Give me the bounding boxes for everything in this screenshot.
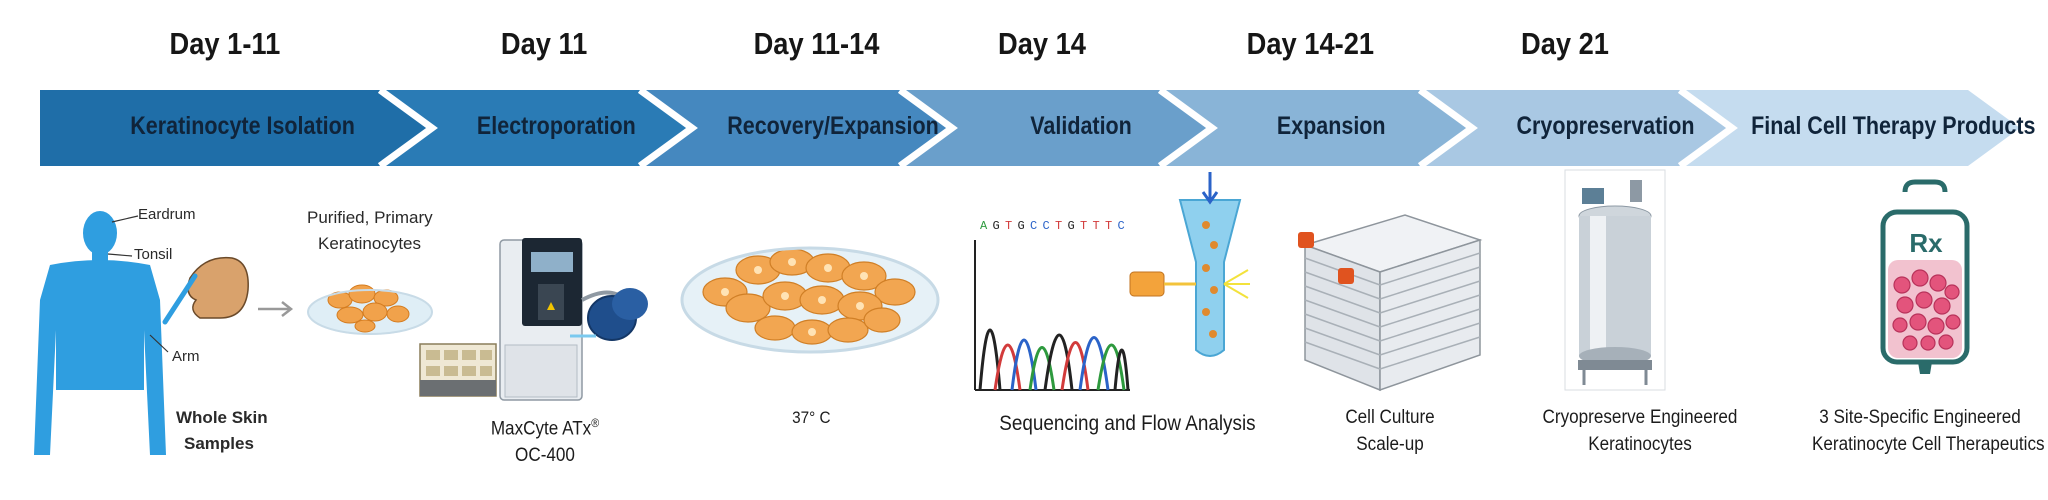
label-keratinocytes: Keratinocytes bbox=[318, 234, 421, 253]
stage-label-electroporation: Electroporation bbox=[476, 112, 636, 140]
dna-base: C bbox=[1042, 219, 1050, 233]
label-samples: Samples bbox=[184, 434, 254, 453]
caption-final-line1: 3 Site-Specific Engineered bbox=[1819, 407, 2021, 428]
day-label-6: Day 21 bbox=[1520, 26, 1609, 61]
caption-cryopreserve: Cryopreserve Engineered Keratinocytes bbox=[1541, 404, 1739, 458]
caption-maxcyte-model: OC-400 bbox=[515, 445, 575, 467]
caption-cryopreserve-line2: Keratinocytes bbox=[1588, 434, 1692, 455]
petri-dish-large-icon bbox=[680, 246, 940, 354]
hand-with-pen-icon bbox=[162, 256, 249, 325]
electroporation-cassette-icon bbox=[570, 288, 648, 341]
stage-segment-cryopreservation bbox=[1420, 90, 1732, 166]
caption-maxcyte: MaxCyte ATx® OC-400 bbox=[478, 410, 613, 469]
cartridge-rack-icon bbox=[419, 343, 497, 397]
caption-maxcyte-name: MaxCyte ATx bbox=[490, 418, 592, 440]
petri-dish-small-icon bbox=[307, 284, 433, 335]
dna-base: C bbox=[1030, 219, 1038, 233]
label-arm: Arm bbox=[172, 348, 200, 365]
day-label-5: Day 14-21 bbox=[1246, 26, 1375, 61]
caption-cell-culture: Cell Culture Scale-up bbox=[1327, 404, 1453, 458]
cell-culture-stack-icon bbox=[1298, 214, 1483, 392]
stage-label-cryopreservation: Cryopreservation bbox=[1516, 112, 1695, 140]
caption-sequencing: Sequencing and Flow Analysis bbox=[999, 412, 1256, 435]
stage-segment-expansion bbox=[1160, 90, 1472, 166]
stage-label-recovery-expansion: Recovery/Expansion bbox=[727, 112, 939, 140]
human-silhouette-icon bbox=[34, 211, 166, 455]
caption-final-line2: Keratinocyte Cell Therapeutics bbox=[1812, 434, 2045, 455]
dna-base: C bbox=[1117, 219, 1125, 233]
stage-segment-final-products bbox=[1680, 90, 2020, 166]
flow-cytometer-icon bbox=[1129, 172, 1250, 357]
caption-cell-culture-line1: Cell Culture bbox=[1345, 407, 1435, 428]
label-eardrum: Eardrum bbox=[138, 206, 196, 223]
stage-label-expansion: Expansion bbox=[1276, 112, 1386, 140]
stage-segment-recovery-expansion bbox=[640, 90, 952, 166]
dna-base: T bbox=[1055, 219, 1063, 233]
iv-bag-icon bbox=[1880, 179, 1970, 374]
registered-mark: ® bbox=[591, 416, 600, 430]
day-label-3: Day 11-14 bbox=[753, 26, 880, 61]
caption-final-products: 3 Site-Specific Engineered Keratinocyte … bbox=[1812, 404, 2045, 458]
chromatogram-icon bbox=[974, 240, 1130, 391]
day-label-1: Day 1-11 bbox=[169, 26, 281, 61]
stage-segment-validation bbox=[900, 90, 1212, 166]
maxcyte-instrument-icon bbox=[499, 238, 627, 401]
stage-segment-keratinocyte-isolation bbox=[40, 90, 432, 166]
stage-label-keratinocyte-isolation: Keratinocyte Isolation bbox=[130, 112, 355, 140]
iv-bag-label: Rx bbox=[1909, 228, 1943, 258]
label-tonsil: Tonsil bbox=[134, 246, 173, 263]
dna-base: T bbox=[1080, 219, 1088, 233]
process-arrow-icon bbox=[258, 301, 294, 317]
caption-cell-culture-line2: Scale-up bbox=[1356, 434, 1424, 455]
dna-base: G bbox=[992, 219, 1000, 233]
dna-base: G bbox=[1017, 219, 1025, 233]
caption-cryopreserve-line1: Cryopreserve Engineered bbox=[1542, 407, 1738, 428]
stage-label-validation: Validation bbox=[1030, 112, 1132, 140]
day-label-2: Day 11 bbox=[500, 26, 588, 61]
dna-base: T bbox=[1092, 219, 1100, 233]
dna-base: T bbox=[1105, 219, 1113, 233]
stage-label-final-products: Final Cell Therapy Products bbox=[1751, 112, 2036, 140]
label-whole-skin: Whole Skin bbox=[176, 408, 268, 427]
label-purified-primary: Purified, Primary bbox=[307, 208, 433, 227]
day-label-4: Day 14 bbox=[997, 26, 1086, 61]
stage-segment-electroporation bbox=[380, 90, 692, 166]
dna-base: A bbox=[980, 219, 988, 233]
cryo-tank-icon bbox=[1564, 169, 1666, 391]
dna-base: T bbox=[1005, 219, 1013, 233]
dna-base: G bbox=[1067, 219, 1075, 233]
caption-temperature: 37° C bbox=[792, 408, 831, 427]
